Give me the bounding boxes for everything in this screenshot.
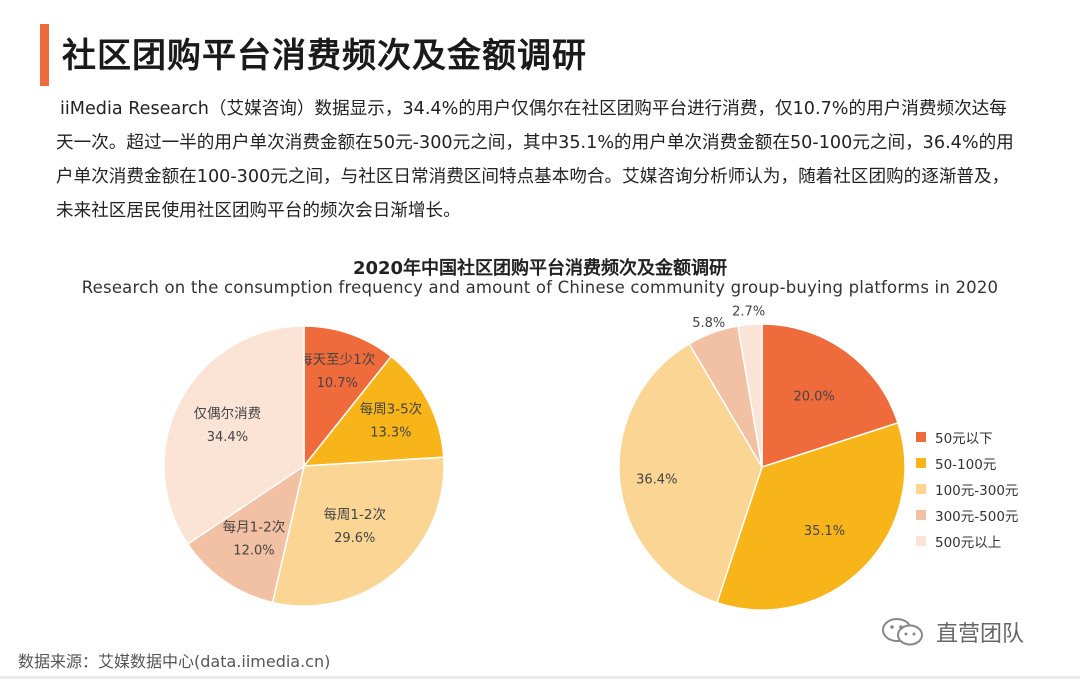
slice-value-label: 10.7% [317,376,358,391]
title-accent-bar [40,24,49,86]
pie-slice [736,323,763,468]
slice-label: 仅偶尔消费 [194,406,262,422]
legend-label: 50-100元 [935,457,997,473]
legend-item: 500元以上 [916,528,1018,554]
legend-swatch [916,536,926,546]
legend-label: 300元-500元 [935,509,1019,525]
slice-label: 每周1-2次 [323,507,386,523]
slice-value-label: 36.4% [636,472,677,487]
wechat-icon [882,618,923,646]
page-title: 社区团购平台消费频次及金额调研 [62,36,587,76]
pie-slice [303,325,393,469]
legend-swatch [916,484,926,494]
intro-paragraph: iiMedia Research（艾媒咨询）数据显示，34.4%的用户仅偶尔在社… [56,99,1014,221]
slice-value-label: 13.3% [370,426,411,441]
pie-slice [271,456,445,607]
legend-swatch [916,510,926,520]
slice-label: 每天至少1次 [299,352,375,368]
legend-label: 100元-300元 [935,483,1019,499]
legend-item: 50-100元 [916,450,1018,476]
pie-chart-1: 每天至少1次 10.7%每周3-5次 13.3% 每周1-2次 29.6% 每月1-2次 1… [163,325,445,607]
pie-slice [716,421,906,611]
bottom-divider [0,676,1080,679]
data-source: 数据来源：艾媒数据中心(data.iimedia.cn) [18,652,331,671]
slice-value-label: 2.7% [732,304,765,319]
legend-item: 50元以下 [916,424,1018,450]
watermark-text: 直营团队 [936,622,1025,647]
chart-title: 2020年中国社区团购平台消费频次及金额调研 [352,258,728,279]
slice-value-label: 29.6% [334,531,375,546]
chart-subtitle: Research on the consumption frequency an… [81,278,999,297]
legend-item: 100元-300元 [916,476,1018,502]
slice-label: 每周3-5次 [360,402,423,418]
slice-value-label: 5.8% [692,316,725,331]
legend-swatch [916,458,926,468]
pie-chart-2: 20.0% 35.1% 36.4% 5.8% 2.7% [618,304,906,611]
legend-item: 300元-500元 [916,502,1018,528]
pie-slice [302,355,445,467]
legend-swatch [916,432,926,442]
slice-value-label: 12.0% [233,544,274,559]
slice-value-label: 34.4% [207,430,248,445]
watermark: 直营团队 [880,616,1024,648]
legend: 50元以下 50-100元 100元-300元 300元-500元 500元以上 [916,424,1018,554]
slice-value-label: 35.1% [804,524,845,539]
slice-label: 每月1-2次 [223,520,286,536]
slice-value-label: 20.0% [793,389,834,404]
legend-label: 500元以上 [935,535,1002,551]
legend-label: 50元以下 [935,431,993,447]
pie-slice [163,325,305,546]
pie-slice [618,342,763,604]
pie-slice [761,323,899,469]
pie-slice [186,464,306,604]
